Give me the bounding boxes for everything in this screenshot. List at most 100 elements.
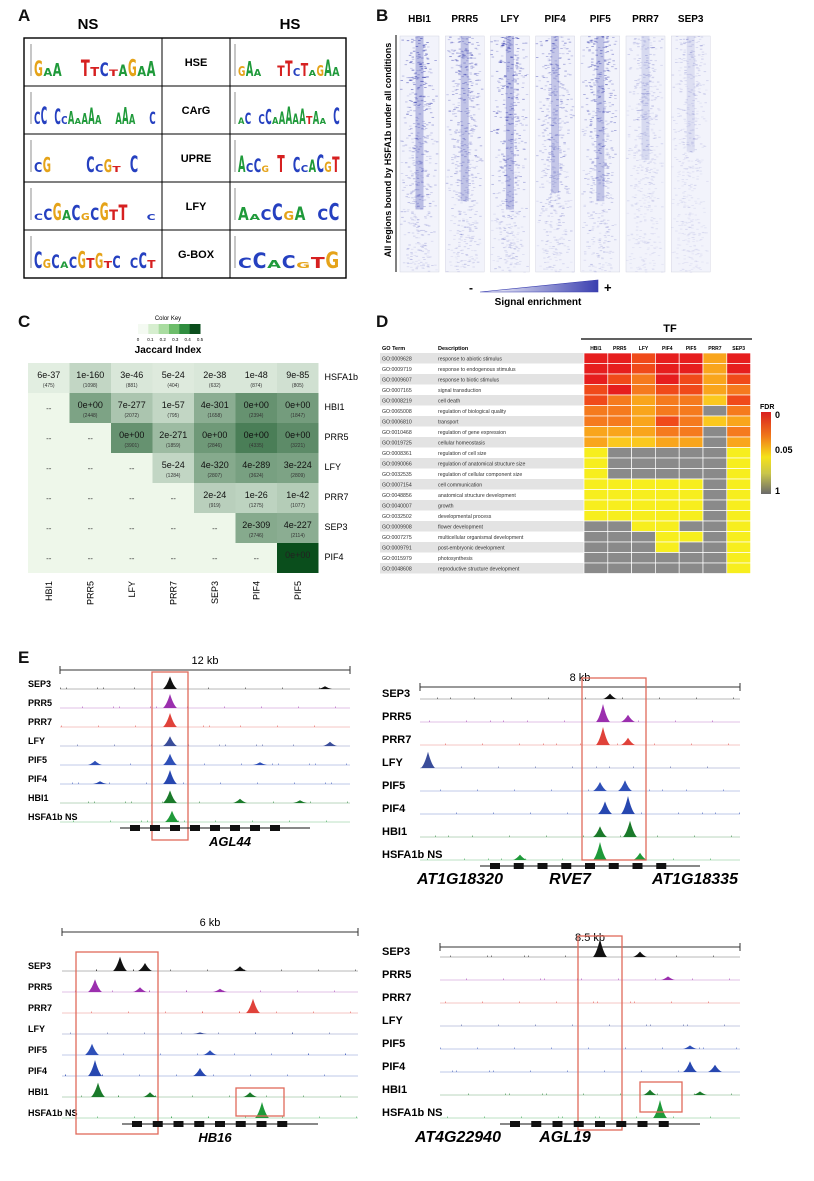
logo-letter: C	[86, 153, 94, 177]
logo-letter: C	[90, 205, 99, 225]
track-label: LFY	[382, 1015, 403, 1027]
fdr-cell	[631, 510, 656, 522]
fdr-cell	[583, 562, 609, 574]
fdr-cell	[726, 510, 751, 522]
track-label: PIF5	[28, 755, 47, 765]
logo-letter: C	[317, 205, 328, 224]
track-label: PRR5	[28, 982, 52, 992]
exon	[194, 1121, 205, 1127]
fdr-cell	[678, 541, 704, 553]
jaccard-cell	[111, 393, 153, 423]
fdr-cell	[583, 510, 609, 522]
track-label: LFY	[28, 736, 45, 746]
signal-peak	[653, 1100, 667, 1118]
cell-na: --	[88, 434, 94, 443]
cell-count: (1098)	[83, 383, 98, 389]
fdr-cell	[607, 447, 632, 459]
jaccard-cell	[235, 513, 277, 543]
logo-letter: C	[333, 105, 339, 130]
exon	[173, 1121, 184, 1127]
logo-letter: C	[112, 253, 120, 273]
logo-letter: A	[279, 109, 286, 129]
cell-na: --	[171, 494, 177, 503]
cell-na: --	[129, 524, 135, 533]
fdr-cell	[607, 541, 632, 553]
cell-pvalue: 0e+00	[285, 550, 310, 560]
logo-letter: A	[129, 113, 135, 128]
cell-pvalue: 0e+00	[244, 400, 269, 410]
fdr-cell	[678, 426, 704, 438]
fdr-cell	[678, 352, 704, 364]
fdr-cell	[702, 489, 728, 501]
go-id: GO:0007154	[382, 483, 412, 489]
row-label: LFY	[325, 462, 342, 472]
fdr-cell	[631, 405, 656, 417]
exon	[190, 825, 200, 831]
logo-letter: C	[43, 205, 52, 224]
tf-col-label: PRR5	[613, 346, 627, 352]
jaccard-cell	[277, 393, 319, 423]
fdr-cell	[655, 373, 680, 385]
signal-peak	[513, 854, 527, 860]
go-description: reproductive structure development	[438, 567, 520, 573]
jaccard-cell	[277, 483, 319, 513]
fdr-cell	[702, 531, 728, 543]
fdr-cell	[583, 499, 609, 511]
key-tick: 0	[137, 337, 140, 342]
logo-letter: C	[258, 113, 264, 128]
signal-peak	[593, 782, 607, 791]
heatmap-label: HBI1	[408, 14, 431, 25]
key-swatch	[158, 324, 170, 334]
panel-letter-d: D	[376, 312, 389, 331]
panel-letter-a: A	[18, 6, 31, 25]
fdr-cell	[655, 384, 680, 396]
logo-letter: G	[34, 57, 43, 81]
cell-na: --	[212, 554, 218, 563]
cell-count: (2114)	[291, 533, 305, 539]
gene-name: AGL44	[208, 834, 252, 849]
col-label: PRR7	[168, 581, 178, 605]
key-tick: 0.4	[184, 337, 191, 342]
fdr-cell	[607, 394, 632, 406]
cell-na: --	[129, 554, 135, 563]
logo-letter: A	[118, 61, 127, 80]
fdr-cell	[631, 436, 656, 448]
track-label: LFY	[382, 757, 403, 769]
fdr-cell	[655, 436, 680, 448]
fdr-cell	[655, 489, 680, 501]
heatmap-label: LFY	[500, 14, 519, 25]
fdr-cell	[607, 531, 632, 543]
jaccard-cell	[235, 453, 277, 483]
fdr-cell	[655, 394, 680, 406]
fdr-cell	[631, 384, 656, 396]
track-label: PIF5	[382, 1038, 405, 1050]
heatmap-label: SEP3	[678, 14, 704, 25]
cell-pvalue: 2e-24	[203, 490, 226, 500]
signal-peak	[143, 1092, 157, 1097]
fdr-cell	[583, 436, 609, 448]
cell-count: (3624)	[249, 473, 264, 479]
go-id: GO:0008361	[382, 451, 412, 457]
fdr-cell	[655, 499, 680, 511]
logo-letter: G	[43, 153, 51, 177]
signal-peak	[193, 1068, 207, 1076]
fdr-cell	[631, 520, 656, 532]
logo-letter: C	[51, 251, 59, 273]
exon	[490, 863, 500, 869]
logo-letter: G	[43, 257, 51, 271]
jaccard-cell	[28, 363, 70, 393]
fdr-cell	[655, 457, 680, 469]
cell-count: (874)	[250, 383, 262, 389]
fdr-cell	[631, 457, 656, 469]
track-label: SEP3	[382, 946, 410, 958]
peak-highlight-box	[577, 935, 623, 1131]
cell-count: (919)	[209, 503, 221, 509]
signal-peak	[593, 826, 607, 837]
signal-peak	[85, 1043, 99, 1055]
logo-letter: A	[238, 153, 245, 178]
cell-count: (404)	[167, 383, 179, 389]
cell-na: --	[88, 554, 94, 563]
fdr-cell	[631, 541, 656, 553]
